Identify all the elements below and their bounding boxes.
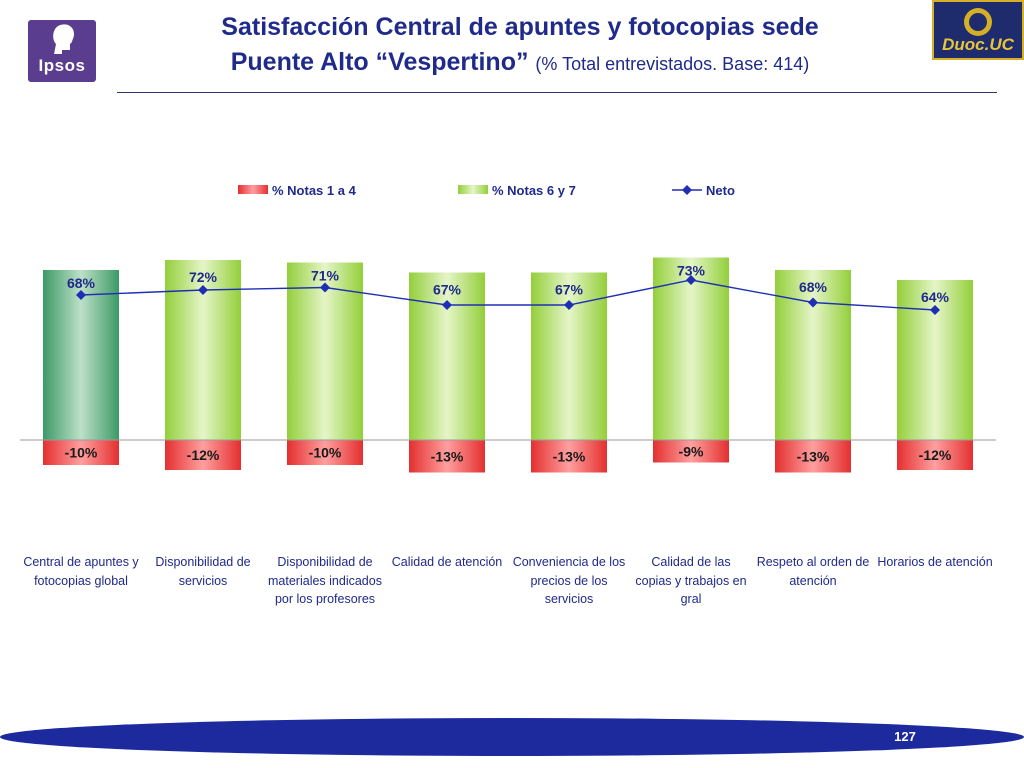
net-point-3: [320, 282, 330, 293]
category-label-3: Disponibilidad de materiales indicados p…: [268, 555, 382, 606]
net-point-7: [808, 297, 818, 308]
bar-negative-2: [165, 440, 241, 470]
legend-label-3: Neto: [706, 183, 735, 198]
label-negative-5: -13%: [553, 448, 586, 464]
label-positive-8: 64%: [921, 289, 950, 305]
bar-negative-3: [287, 440, 363, 465]
bar-negative-4: [409, 440, 485, 473]
label-negative-8: -12%: [919, 447, 952, 463]
label-positive-4: 67%: [433, 282, 462, 298]
net-line-path: [80, 279, 936, 311]
ipsos-logo-text: Ipsos: [38, 56, 86, 75]
bar-positive-6: [653, 257, 729, 440]
net-point-4: [442, 300, 452, 310]
slide-title: Satisfacción Central de apuntes y fotoco…: [110, 10, 930, 82]
title-subtitle: (% Total entrevistados. Base: 414): [535, 54, 810, 74]
legend-swatch-1: [238, 185, 268, 194]
category-label-7: Respeto al orden de atención: [756, 555, 870, 588]
net-point-5: [564, 300, 574, 310]
head-silhouette-icon: [53, 24, 74, 54]
net-point-1: [76, 290, 86, 300]
label-positive-1: 68%: [67, 275, 96, 291]
label-negative-7: -13%: [797, 448, 830, 464]
label-positive-2: 72%: [189, 269, 218, 285]
duoc-crest-icon: [964, 8, 992, 36]
net-point-6: [686, 275, 696, 285]
bar-positive-5: [531, 272, 607, 440]
footer-bar: [0, 718, 1024, 756]
bar-negative-5: [531, 440, 607, 473]
category-label-4: Calidad de atención: [391, 555, 503, 569]
series-net: [76, 275, 940, 315]
bar-negative-1: [43, 440, 119, 465]
label-negative-4: -13%: [431, 448, 464, 464]
title-line-1: Satisfacción Central de apuntes y fotoco…: [221, 13, 819, 41]
bar-negative-8: [897, 440, 973, 470]
category-label-6: Calidad de las copias y trabajos en gral: [635, 555, 747, 606]
category-label-5: Conveniencia de los precios de los servi…: [512, 555, 626, 606]
series-positive: [43, 257, 973, 440]
satisfaction-chart: % Notas 1 a 4 % Notas 6 y 7 Neto 68% -10% 72…: [20, 183, 996, 473]
bar-negative-7: [775, 440, 851, 473]
legend-label-2: % Notas 6 y 7: [492, 183, 576, 198]
chart-legend: % Notas 1 a 4 % Notas 6 y 7 Neto: [238, 183, 735, 198]
legend-swatch-2: [458, 185, 488, 194]
net-point-2: [198, 285, 208, 295]
title-line-2-text: Puente Alto “Vespertino”: [230, 48, 529, 76]
series-negative: [43, 440, 973, 473]
legend-label-1: % Notas 1 a 4: [272, 183, 357, 198]
label-negative-3: -10%: [309, 445, 342, 461]
title-divider: [117, 92, 997, 93]
ipsos-logo: Ipsos: [28, 20, 96, 82]
bar-positive-7: [775, 270, 851, 440]
label-negative-2: -12%: [187, 447, 220, 463]
bar-negative-6: [653, 440, 729, 463]
category-label-2: Disponibilidad de servicios: [155, 555, 251, 588]
duoc-logo: Duoc.UC: [932, 0, 1024, 60]
page-number: 127: [894, 729, 916, 744]
label-positive-6: 73%: [677, 263, 706, 279]
category-label-8: Horarios de atención: [877, 555, 993, 569]
net-point-8: [930, 305, 940, 315]
duoc-logo-text: Duoc.UC: [942, 35, 1014, 54]
title-line-2: Puente Alto “Vespertino” (% Total entrev…: [110, 45, 930, 82]
label-positive-5: 67%: [555, 282, 584, 298]
data-labels: 68% -10% 72% -12% 71% -10% 67% -13% 67% -13% 73% -9…: [65, 263, 952, 465]
label-negative-6: -9%: [679, 443, 704, 459]
legend-marker-3: [682, 185, 692, 195]
label-positive-7: 68%: [799, 279, 828, 295]
category-label-1: Central de apuntes y fotocopias global: [23, 555, 139, 588]
label-negative-1: -10%: [65, 445, 98, 461]
label-positive-3: 71%: [311, 268, 340, 284]
bar-positive-4: [409, 272, 485, 440]
